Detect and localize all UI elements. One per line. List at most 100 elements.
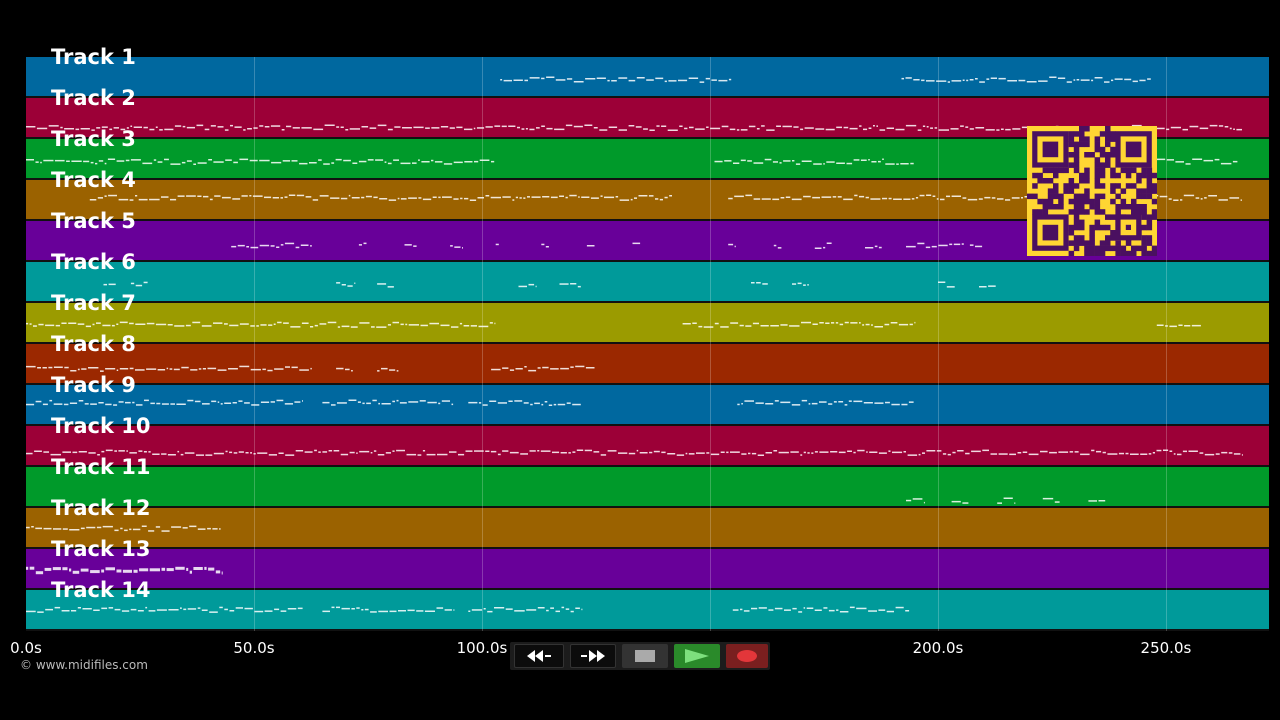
note [1240,199,1242,201]
note [186,195,196,197]
note [921,79,925,82]
note [142,162,153,165]
note [661,451,666,454]
note [83,160,90,163]
note [874,402,884,404]
note [534,402,540,405]
note [333,450,340,452]
note [1080,453,1090,456]
note [357,401,361,403]
note [229,451,233,454]
note [93,609,100,611]
note [155,526,161,528]
track-lane[interactable] [26,344,1269,385]
note [203,195,209,198]
note [91,129,95,131]
note [96,322,101,324]
note [848,400,852,402]
note [407,609,415,612]
note [156,402,161,405]
note [998,453,1008,455]
note [149,128,155,131]
note [250,246,259,249]
note [398,610,406,612]
note [866,451,868,453]
note [1209,124,1218,127]
note [628,79,636,82]
note [247,128,252,130]
rewind-button[interactable] [514,644,564,668]
note [251,404,260,406]
note [213,161,224,163]
note [737,403,740,406]
note [449,451,457,453]
note [962,79,965,81]
track-label: Track 4 [51,168,136,192]
track-lane[interactable] [26,508,1269,549]
note [104,195,107,197]
note [1218,199,1228,201]
note [540,450,551,452]
note [1007,80,1017,82]
note [846,162,853,165]
note [465,450,473,452]
note [1014,502,1016,504]
note [949,243,953,246]
note [31,526,34,528]
note [544,401,548,403]
track-lane[interactable] [26,57,1269,98]
stop-button[interactable] [622,644,668,668]
note [905,124,917,127]
record-button[interactable] [726,644,768,668]
note [146,322,155,325]
note [113,404,118,406]
note [869,451,878,453]
note [340,197,348,200]
note [752,322,759,325]
note [252,195,263,197]
fast-forward-button[interactable] [570,644,616,668]
note [241,195,248,197]
note [356,452,358,454]
note [361,609,364,611]
note [319,323,327,325]
track-lane[interactable] [26,262,1269,303]
note [913,79,920,81]
note [760,325,769,327]
note [1102,451,1106,454]
note [1011,197,1020,199]
play-button[interactable] [674,644,720,668]
note [285,454,295,456]
track-label: Track 7 [51,291,136,315]
note [404,244,412,246]
note [925,246,931,249]
note [500,79,503,81]
note [982,449,989,452]
note [459,322,463,325]
note [882,197,888,200]
track-lane[interactable] [26,303,1269,344]
note [893,198,902,200]
note [124,529,128,532]
note [217,369,227,371]
track-lane[interactable] [26,549,1269,590]
note [833,401,837,403]
note [64,366,69,369]
note [130,282,135,285]
play-icon [685,649,709,663]
note [85,325,91,328]
note [233,452,238,454]
note [471,609,483,611]
track-lane[interactable] [26,426,1269,467]
track-lane[interactable] [26,590,1269,631]
note [804,127,814,129]
note [888,197,892,200]
track-lane[interactable] [26,385,1269,426]
note [910,162,914,165]
track-lane[interactable] [26,467,1269,508]
note [300,244,309,246]
note [89,199,97,201]
note [566,78,573,80]
note [264,610,273,612]
note [108,607,114,609]
